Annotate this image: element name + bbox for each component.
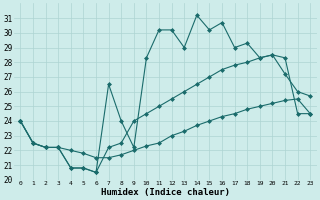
X-axis label: Humidex (Indice chaleur): Humidex (Indice chaleur)	[101, 188, 230, 197]
